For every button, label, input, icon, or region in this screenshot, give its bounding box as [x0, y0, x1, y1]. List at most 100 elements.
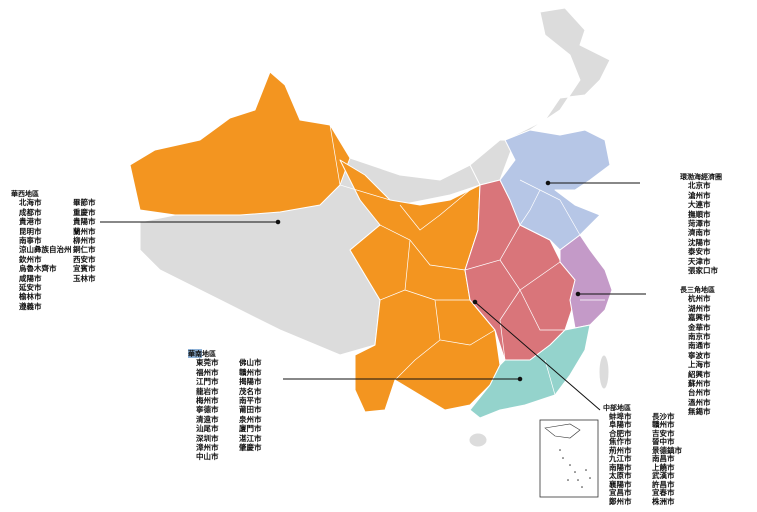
city: 上饒市: [652, 462, 675, 472]
city: 佛山市: [239, 358, 262, 368]
city: 九江市: [609, 454, 632, 463]
city: 撫順市: [688, 209, 711, 219]
city: 杭州市: [688, 294, 711, 304]
city: 許昌市: [652, 479, 675, 489]
region-west-xinjiang: [129, 71, 351, 216]
legend-central-title: 中部地區: [603, 403, 631, 412]
legend-central: 中部地區 蚌埠市 阜陽市 合肥市 焦作市 荊州市 九江市 南陽市 太原市 襄陽市 宜昌市 鄭州市 長…: [603, 403, 682, 505]
city: 上海市: [688, 360, 711, 370]
city: 江門市: [196, 377, 219, 387]
city: 南寧市: [19, 236, 42, 246]
region-west: [339, 159, 501, 413]
city: 沈陽市: [688, 237, 711, 247]
city: 揭陽市: [239, 377, 262, 387]
region-bohai: [499, 129, 611, 251]
legend-bohai-title: 環渤海經濟圈: [680, 172, 722, 181]
city: 昆明市: [19, 226, 42, 236]
hainan-island: [468, 432, 488, 448]
city: 遵義市: [19, 301, 42, 311]
city: 梅州市: [196, 396, 219, 406]
city: 泰安市: [688, 247, 711, 257]
city: 贛州市: [239, 367, 262, 377]
city: 肇慶市: [239, 443, 262, 453]
city: 涼山彝族自治州: [19, 245, 72, 255]
legend-west: 華西地區 北海市 成都市 貴港市 昆明市 南寧市 涼山彝族自治州 欽州市 烏魯木齊市 咸陽市 延安…: [11, 189, 96, 311]
city: 汕尾市: [196, 424, 219, 434]
region-south: [469, 324, 591, 419]
city: 泉州市: [239, 414, 262, 424]
region-yangtze: [559, 234, 613, 329]
city: 西安市: [73, 254, 96, 264]
city: 焦作市: [609, 437, 632, 446]
city: 貴陽市: [73, 217, 96, 227]
city: 景德鎮市: [652, 445, 682, 455]
city: 龍岩市: [196, 386, 219, 396]
city: 贛州市: [652, 420, 675, 429]
city: 太原市: [609, 471, 632, 480]
city: 北京市: [688, 181, 711, 191]
city: 廈門市: [239, 424, 262, 434]
city: 蘭州市: [73, 226, 96, 236]
city: 蘇州市: [688, 379, 711, 389]
city: 莆田市: [239, 405, 262, 415]
city: 深圳市: [196, 433, 219, 443]
city: 寧德市: [196, 405, 219, 415]
city: 阜陽市: [609, 420, 632, 429]
city: 合肥市: [609, 428, 632, 438]
city: 湖州市: [688, 303, 711, 313]
legend-south: 華南地區 東莞市 福州市 江門市 龍岩市 梅州市 寧德市 清遠市 汕尾市 深圳市 漳州市 中山市 佛…: [188, 349, 262, 461]
city: 蚌埠市: [609, 411, 632, 421]
city: 宜春市: [652, 488, 675, 497]
city: 宜賓市: [73, 264, 96, 274]
city: 台州市: [688, 388, 711, 398]
city: 清遠市: [196, 414, 219, 424]
city: 福州市: [196, 367, 219, 377]
city: 南京市: [688, 332, 711, 342]
leader-central: [474, 301, 601, 411]
city: 晉中市: [652, 437, 675, 446]
city: 荊州市: [609, 445, 632, 455]
city: 滄州市: [688, 190, 711, 200]
city: 武漢市: [652, 471, 675, 480]
legend-yangtze: 長三角地區 杭州市 湖州市 嘉興市 金華市 南京市 南通市 寧波市 上海市 紹興市 蘇州市 台州市溫…: [680, 285, 715, 416]
city: 吉安市: [652, 428, 675, 438]
city: 畢節市: [73, 198, 96, 208]
city: 大連市: [688, 200, 711, 210]
city: 鄭州市: [609, 496, 632, 506]
city: 成都市: [19, 207, 42, 217]
city: 北海市: [19, 198, 42, 208]
city: 金華市: [688, 322, 711, 332]
city: 南平市: [239, 396, 262, 406]
city: 銅仁市: [73, 245, 96, 255]
city: 張家口市: [688, 266, 718, 276]
legend-south-title: 華南地區: [188, 349, 216, 358]
city: 烏魯木齊市: [19, 264, 57, 274]
city: 天津市: [688, 256, 711, 266]
city: 漳州市: [196, 443, 219, 453]
city: 株洲市: [652, 496, 675, 506]
city: 柳州市: [73, 236, 96, 246]
city: 延安市: [19, 283, 42, 293]
city: 湛江市: [239, 433, 262, 443]
city: 玉林市: [73, 273, 96, 283]
city: 榆林市: [19, 292, 42, 302]
taiwan-island: [598, 354, 610, 390]
city: 南通市: [688, 341, 711, 351]
legend-bohai: 環渤海經濟圈 北京市 滄州市 大連市 撫順市 菏澤市 濟南市 沈陽市 泰安市 天津市 張家口市: [680, 172, 722, 275]
city: 南陽市: [609, 462, 632, 472]
city: 茂名市: [239, 386, 262, 396]
city: 嘉興市: [688, 313, 711, 323]
south-china-sea-inset: [539, 419, 599, 498]
legend-yangtze-title: 長三角地區: [680, 285, 715, 294]
city: 無錫市: [688, 407, 711, 417]
city: 紹興市: [688, 369, 711, 379]
city: 濟南市: [688, 228, 711, 238]
city: 溫州市: [688, 397, 711, 407]
legend-west-title: 華西地區: [11, 189, 39, 198]
city: 貴港市: [19, 217, 42, 227]
city: 宜昌市: [609, 488, 632, 497]
city: 襄陽市: [609, 479, 632, 489]
city: 咸陽市: [19, 273, 42, 283]
